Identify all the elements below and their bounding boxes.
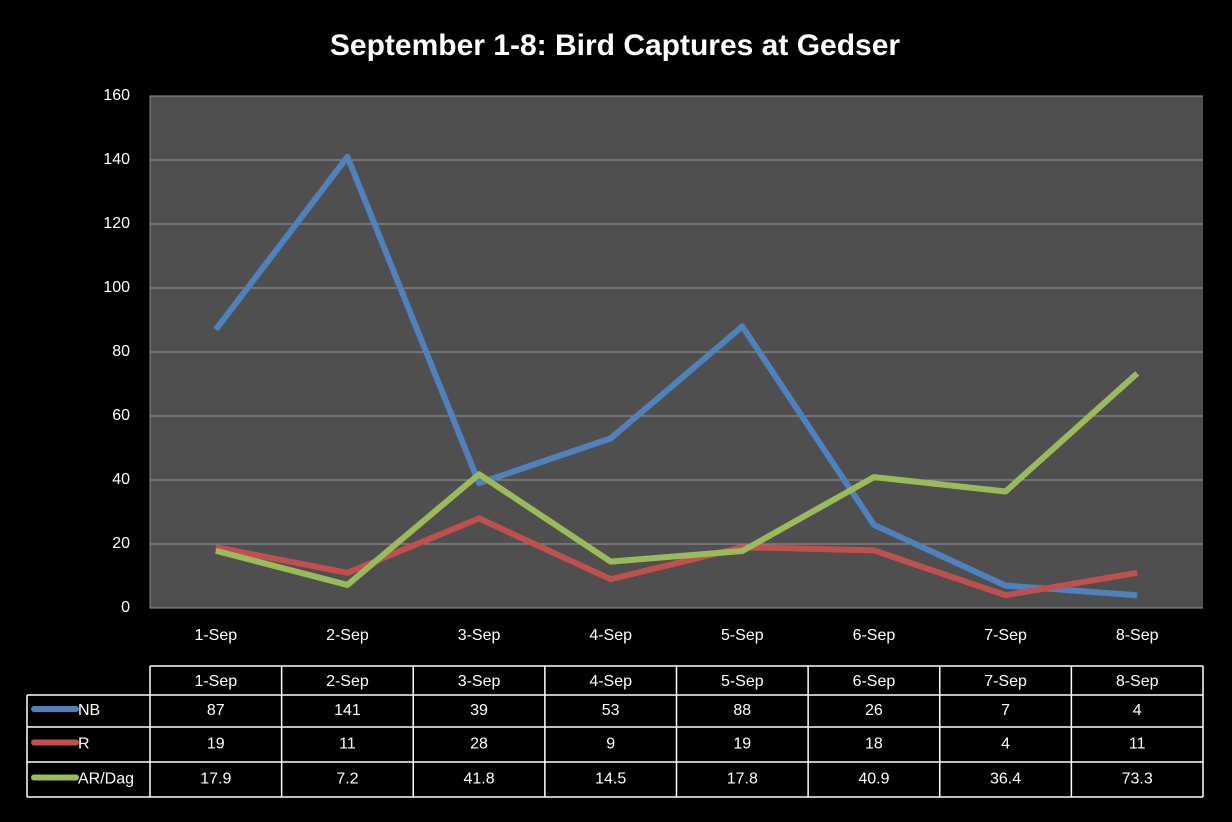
table-value: 39	[470, 702, 488, 719]
table-value: 14.5	[595, 771, 626, 788]
table-header: 6-Sep	[853, 673, 896, 690]
table-value: 141	[334, 702, 361, 719]
table-header: 1-Sep	[194, 673, 237, 690]
table-value: 26	[865, 702, 883, 719]
x-tick-label: 8-Sep	[1116, 627, 1159, 644]
series-line	[215, 371, 1140, 588]
y-tick-label: 100	[103, 279, 130, 296]
chart-title: September 1-8: Bird Captures at Gedser	[330, 29, 901, 62]
legend-label: AR/Dag	[78, 771, 134, 788]
table-value: 4	[1133, 702, 1142, 719]
x-tick-label: 6-Sep	[853, 627, 896, 644]
table-value: 36.4	[990, 771, 1021, 788]
y-tick-label: 120	[103, 215, 130, 232]
y-tick-label: 160	[103, 87, 130, 104]
table-value: 73.3	[1122, 771, 1153, 788]
legend-label: R	[78, 736, 90, 753]
table-header: 8-Sep	[1116, 673, 1159, 690]
x-tick-label: 1-Sep	[194, 627, 237, 644]
y-tick-label: 80	[112, 343, 130, 360]
table-value: 28	[470, 736, 488, 753]
table-header: 2-Sep	[326, 673, 369, 690]
table-value: 17.8	[727, 771, 758, 788]
table-value: 88	[733, 702, 751, 719]
x-tick-label: 3-Sep	[458, 627, 501, 644]
table-header: 4-Sep	[589, 673, 632, 690]
y-tick-label: 140	[103, 151, 130, 168]
y-tick-label: 0	[121, 599, 130, 616]
legend-label: NB	[78, 702, 100, 719]
table-value: 11	[339, 736, 356, 753]
table-value: 19	[207, 736, 225, 753]
table-header: 7-Sep	[984, 673, 1027, 690]
table-value: 41.8	[463, 771, 494, 788]
table-header: 5-Sep	[721, 673, 764, 690]
table-value: 9	[606, 736, 615, 753]
y-tick-label: 60	[112, 407, 130, 424]
table-header: 3-Sep	[458, 673, 501, 690]
table-value: 40.9	[858, 771, 889, 788]
x-tick-label: 4-Sep	[589, 627, 632, 644]
series-line	[213, 153, 1138, 599]
table-value: 17.9	[200, 771, 231, 788]
table-value: 11	[1129, 736, 1146, 753]
table-value: 87	[207, 702, 225, 719]
table-value: 53	[602, 702, 620, 719]
table-value: 7.2	[336, 771, 358, 788]
table-value: 4	[1001, 736, 1010, 753]
x-tick-label: 5-Sep	[721, 627, 764, 644]
x-tick-label: 2-Sep	[326, 627, 369, 644]
y-tick-label: 40	[112, 471, 130, 488]
y-tick-label: 20	[112, 535, 130, 552]
table-value: 19	[733, 736, 751, 753]
table-value: 18	[865, 736, 883, 753]
table-value: 7	[1001, 702, 1010, 719]
x-tick-label: 7-Sep	[984, 627, 1027, 644]
